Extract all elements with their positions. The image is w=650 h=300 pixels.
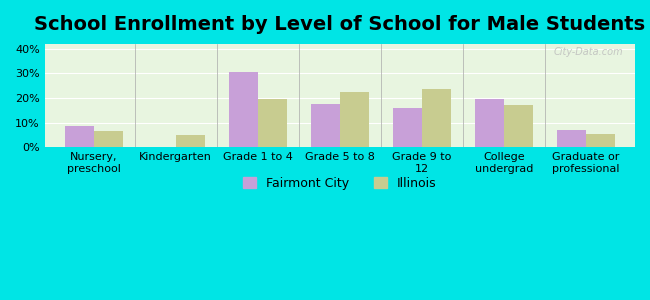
Bar xyxy=(393,108,422,147)
Bar xyxy=(586,134,614,147)
Bar xyxy=(65,126,94,147)
Bar xyxy=(258,99,287,147)
Bar xyxy=(504,105,532,147)
Bar xyxy=(340,92,369,147)
Bar xyxy=(311,104,340,147)
Bar xyxy=(422,89,450,147)
Text: City-Data.com: City-Data.com xyxy=(554,47,623,57)
Bar xyxy=(176,135,205,147)
Bar xyxy=(557,130,586,147)
Bar xyxy=(94,131,122,147)
Legend: Fairmont City, Illinois: Fairmont City, Illinois xyxy=(239,172,441,195)
Bar xyxy=(475,99,504,147)
Bar xyxy=(229,72,258,147)
Title: School Enrollment by Level of School for Male Students: School Enrollment by Level of School for… xyxy=(34,15,645,34)
